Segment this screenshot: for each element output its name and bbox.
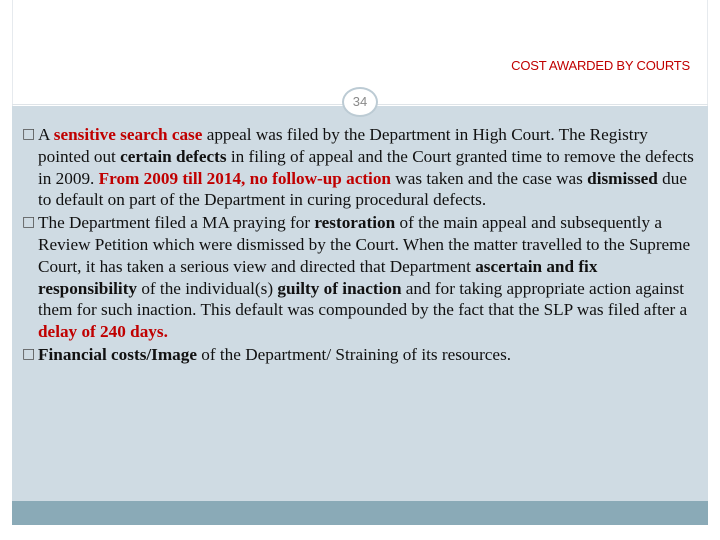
emphasis-text-run: guilty of inaction [277,278,402,298]
bullet-item-financial-costs: □ Financial costs/Image of the Departmen… [22,344,694,366]
bullet-text-run: of the main appeal and subsequently a Re… [38,213,691,276]
bullet-text-run: of the individual(s) [137,278,278,298]
bullet-text-run: in filing of appeal and the Court grante… [38,146,694,188]
emphasis-text-run: ascertain and fix responsibility [38,256,598,298]
slide-number-badge: 34 [342,87,378,117]
bullet-text-run: The Department filed a MA praying for [38,213,315,233]
bullet-text-run: due to default on part of the Department… [38,168,687,210]
checkbox-bullet-icon: □ [22,126,36,142]
bullet-text-run: was taken and the case was [391,168,588,188]
bullet-text-run: appeal was filed by the Department in Hi… [38,125,648,166]
checkbox-bullet-icon: □ [22,345,36,362]
bullet-text-run: of the Department/ Straining of its reso… [196,344,512,364]
emphasis-text-run: Financial costs/Image [38,344,197,364]
bullet-text: Financial costs/Image of the Department/… [38,345,511,364]
bullet-text: The Department filed a MA praying for re… [38,213,690,341]
checkbox-bullet-icon: □ [22,214,36,231]
bullet-text-run: and for taking appropriate action agains… [38,278,688,320]
bullet-list: □ A sensitive search case appeal was fil… [22,124,694,366]
highlight-text-run: delay of 240 days. [38,322,168,342]
emphasis-text-run: dismissed [587,168,658,188]
slide-header-title: COST AWARDED BY COURTS [511,58,690,73]
bullet-text-run: A [38,125,54,144]
content-panel [12,106,708,501]
emphasis-text-run: certain defects [120,146,227,166]
highlight-text-run: sensitive search case [53,125,203,144]
bullet-item-sensitive-case: □ A sensitive search case appeal was fil… [22,124,694,211]
highlight-text-run: From 2009 till 2014, no follow-up action [98,168,391,188]
emphasis-text-run: restoration [314,213,396,233]
footer-bar [12,501,708,525]
bullet-text: A sensitive search case appeal was filed… [38,125,694,209]
bullet-item-restoration: □ The Department filed a MA praying for … [22,212,694,343]
